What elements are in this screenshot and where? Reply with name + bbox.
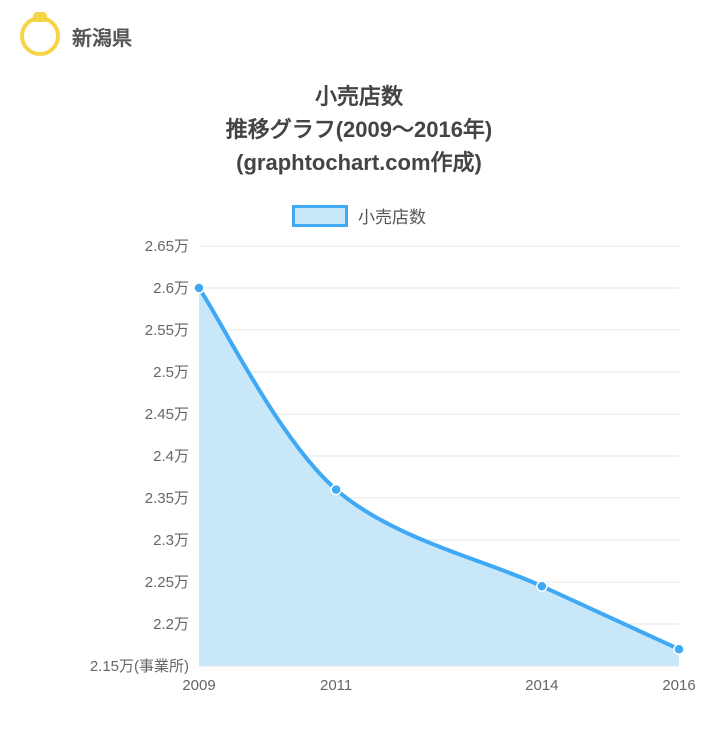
y-tick-label: 2.6万 <box>153 280 189 297</box>
y-tick-label: 2.15万(事業所) <box>90 658 189 675</box>
y-tick-label: 2.45万 <box>145 406 189 423</box>
chart-svg: 2.15万(事業所) 2.2万 2.25万 2.3万 2.35万 2.4万 2.45万 2.5… <box>19 236 699 706</box>
x-tick-label: 2014 <box>525 677 558 694</box>
header: 新潟県 <box>0 0 718 72</box>
y-tick-label: 2.5万 <box>153 364 189 381</box>
data-point <box>331 485 341 495</box>
chart-area: 2.15万(事業所) 2.2万 2.25万 2.3万 2.35万 2.4万 2.45万 2.5… <box>19 236 699 706</box>
legend-swatch-icon <box>292 205 348 227</box>
title-line-1: 小売店数 <box>0 80 718 113</box>
prefecture-name: 新潟県 <box>72 22 132 51</box>
x-tick-label: 2011 <box>320 677 352 694</box>
title-line-2: 推移グラフ(2009〜2016年) <box>0 113 718 146</box>
y-tick-label: 2.25万 <box>145 574 189 591</box>
y-tick-label: 2.4万 <box>153 448 189 465</box>
area-fill <box>199 288 679 666</box>
x-tick-label: 2009 <box>182 677 215 694</box>
wreath-logo-icon <box>20 16 60 56</box>
data-point <box>194 283 204 293</box>
data-point <box>537 581 547 591</box>
title-line-3: (graphtochart.com作成) <box>0 146 718 179</box>
y-tick-label: 2.2万 <box>153 616 189 633</box>
y-tick-label: 2.35万 <box>145 490 189 507</box>
data-point <box>674 644 684 654</box>
y-tick-label: 2.65万 <box>145 238 189 255</box>
legend: 小売店数 <box>0 203 718 228</box>
x-tick-label: 2016 <box>662 677 695 694</box>
chart-title: 小売店数 推移グラフ(2009〜2016年) (graphtochart.com… <box>0 80 718 179</box>
y-tick-label: 2.3万 <box>153 532 189 549</box>
y-tick-label: 2.55万 <box>145 322 189 339</box>
legend-label: 小売店数 <box>358 203 426 228</box>
